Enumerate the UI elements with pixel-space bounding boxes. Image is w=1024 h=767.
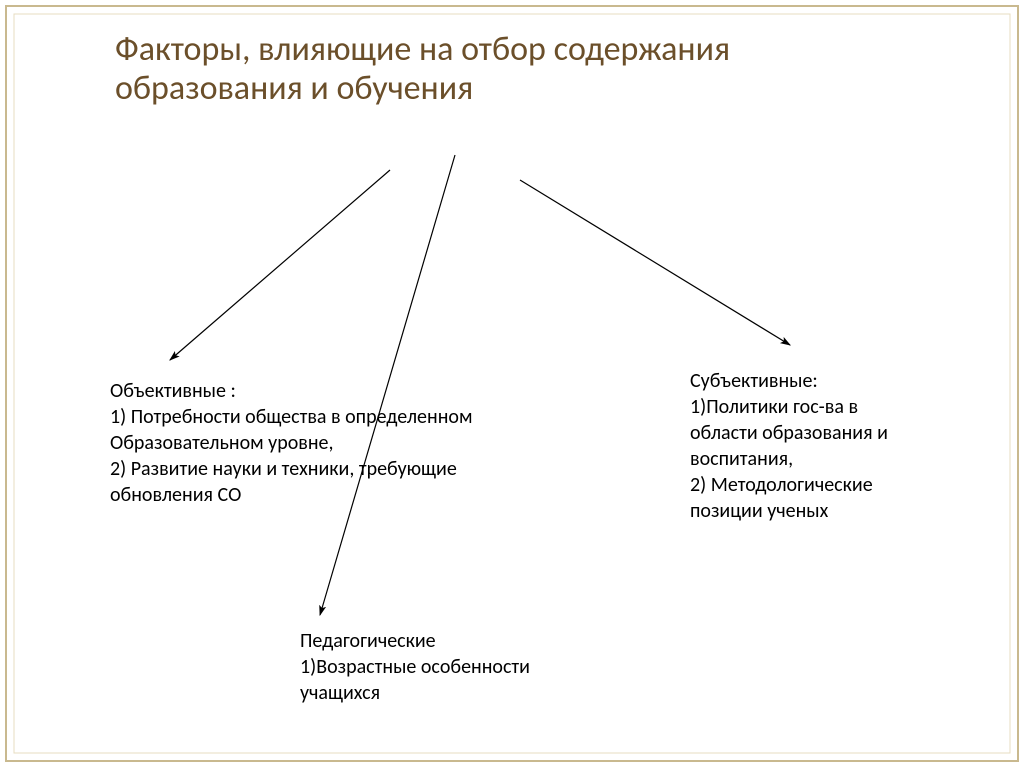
box-subjective-body: 1)Политики гос-ва вобласти образования и… [690, 395, 888, 523]
arrow-left [170, 170, 390, 360]
box-objective: Объективные : 1) Потребности общества в … [110, 378, 580, 508]
arrow-right [520, 180, 790, 345]
box-objective-heading: Объективные : [110, 378, 580, 404]
box-pedagogical-body: 1)Возрастные особенностиучащихся [300, 655, 530, 705]
box-objective-body: 1) Потребности общества в определенномОб… [110, 405, 472, 507]
box-subjective-heading: Субъективные: [690, 368, 1000, 394]
box-pedagogical: Педагогические 1)Возрастные особенностиу… [300, 628, 660, 706]
box-subjective: Субъективные: 1)Политики гос-ва вобласти… [690, 368, 1000, 524]
slide: Факторы, влияющие на отбор содержания об… [0, 0, 1024, 767]
slide-title: Факторы, влияющие на отбор содержания об… [115, 30, 915, 108]
box-pedagogical-heading: Педагогические [300, 628, 660, 654]
